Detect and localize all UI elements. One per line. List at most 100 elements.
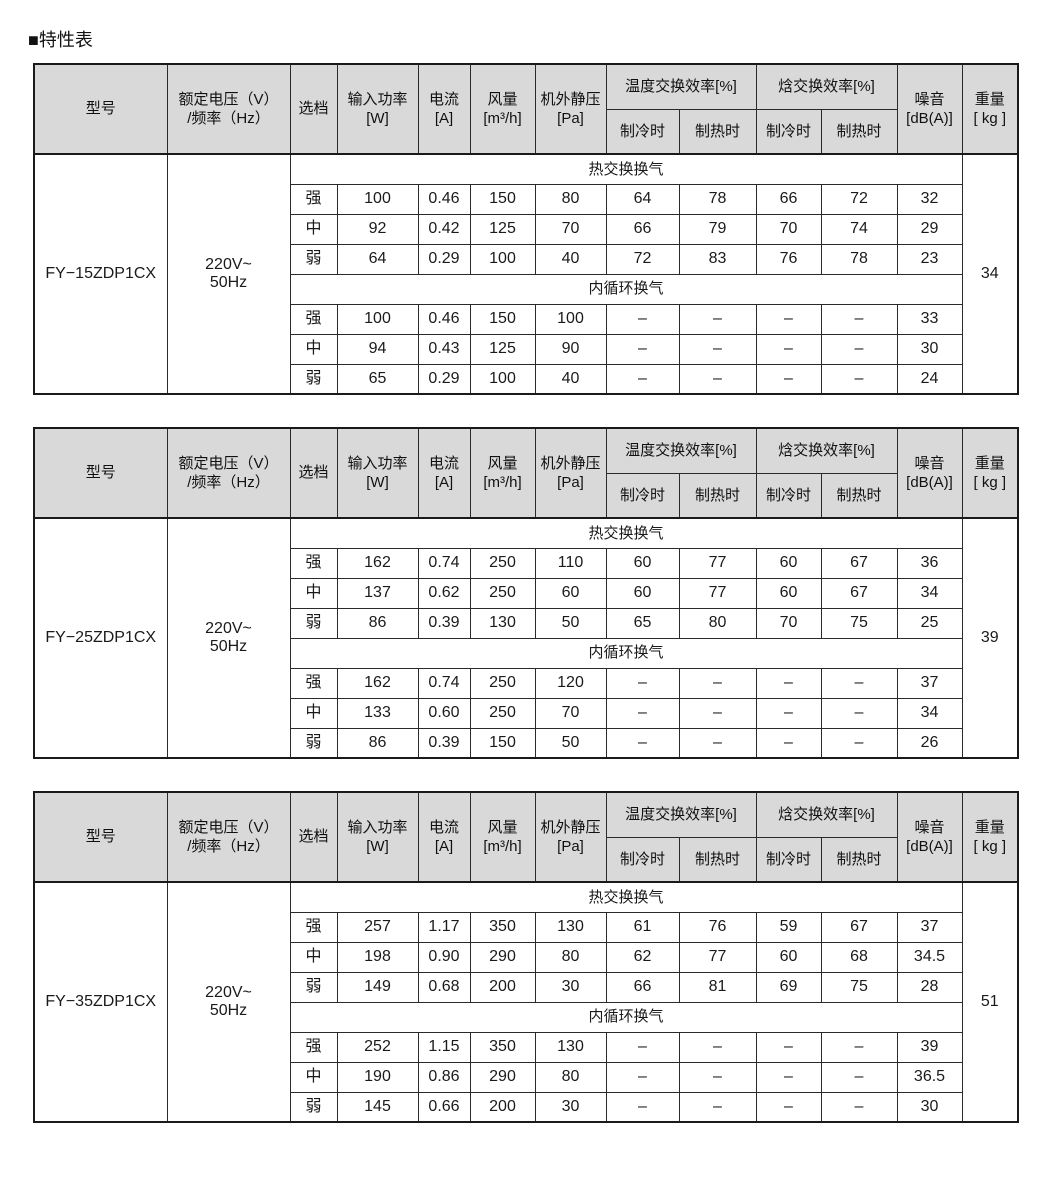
value-cell: 77 bbox=[678, 941, 757, 973]
value-cell: – bbox=[820, 1091, 898, 1123]
col-header-weight: 重量 [ kg ] bbox=[961, 63, 1019, 155]
col-header-model: 型号 bbox=[33, 427, 168, 519]
value-cell: – bbox=[820, 363, 898, 395]
value-cell: 72 bbox=[605, 243, 680, 275]
col-header-gear: 选档 bbox=[289, 63, 338, 155]
value-cell: – bbox=[605, 333, 680, 365]
value-cell: 100 bbox=[534, 303, 607, 335]
col-header-airflow: 风量 [m³/h] bbox=[469, 427, 536, 519]
value-cell: 61 bbox=[605, 911, 680, 943]
col-header-enthalpy-exchange: 焓交换效率[%] bbox=[755, 63, 898, 110]
value-cell: 36 bbox=[896, 547, 963, 579]
value-cell: 150 bbox=[469, 727, 536, 759]
value-cell: 67 bbox=[820, 911, 898, 943]
value-cell: 59 bbox=[755, 911, 822, 943]
value-cell: 70 bbox=[755, 607, 822, 639]
col-header-static-pressure: 机外静压 [Pa] bbox=[534, 427, 607, 519]
value-cell: 60 bbox=[755, 941, 822, 973]
value-cell: 69 bbox=[755, 971, 822, 1003]
col-header-temp-cooling: 制冷时 bbox=[605, 108, 680, 155]
value-cell: – bbox=[605, 727, 680, 759]
value-cell: 145 bbox=[336, 1091, 419, 1123]
value-cell: 66 bbox=[605, 971, 680, 1003]
value-cell: 0.29 bbox=[417, 243, 471, 275]
col-header-temp-exchange: 温度交换效率[%] bbox=[605, 791, 757, 838]
gear-cell: 中 bbox=[289, 1061, 338, 1093]
tables-container: 型号 额定电压（V） /频率（Hz） 选档 输入功率 [W] 电流 [A] 风量 [m³/… bbox=[28, 63, 1064, 1123]
value-cell: 150 bbox=[469, 303, 536, 335]
col-header-airflow: 风量 [m³/h] bbox=[469, 791, 536, 883]
value-cell: – bbox=[678, 667, 757, 699]
value-cell: 30 bbox=[896, 333, 963, 365]
value-cell: – bbox=[678, 1061, 757, 1093]
gear-cell: 强 bbox=[289, 547, 338, 579]
section-header: 热交换换气 bbox=[289, 517, 963, 549]
value-cell: – bbox=[678, 727, 757, 759]
value-cell: 30 bbox=[534, 1091, 607, 1123]
value-cell: 350 bbox=[469, 911, 536, 943]
value-cell: 34 bbox=[896, 697, 963, 729]
value-cell: 40 bbox=[534, 363, 607, 395]
col-header-enthalpy-cooling: 制冷时 bbox=[755, 472, 822, 519]
spec-table: 型号 额定电压（V） /频率（Hz） 选档 输入功率 [W] 电流 [A] 风量 [m³/… bbox=[33, 63, 1019, 395]
voltage-cell: 220V~ 50Hz bbox=[166, 517, 291, 759]
value-cell: – bbox=[755, 667, 822, 699]
value-cell: 81 bbox=[678, 971, 757, 1003]
value-cell: 162 bbox=[336, 667, 419, 699]
value-cell: – bbox=[820, 697, 898, 729]
value-cell: 60 bbox=[605, 547, 680, 579]
value-cell: 65 bbox=[336, 363, 419, 395]
value-cell: – bbox=[755, 1061, 822, 1093]
spec-sheet-page: ■特性表 型号 额定电压（V） /频率（Hz） 选档 输入功率 [W] 电流 [A] 风量… bbox=[28, 30, 1064, 1123]
value-cell: 78 bbox=[820, 243, 898, 275]
value-cell: – bbox=[605, 697, 680, 729]
gear-cell: 弱 bbox=[289, 1091, 338, 1123]
col-header-enthalpy-exchange: 焓交换效率[%] bbox=[755, 427, 898, 474]
value-cell: 50 bbox=[534, 727, 607, 759]
value-cell: 37 bbox=[896, 667, 963, 699]
value-cell: 190 bbox=[336, 1061, 419, 1093]
value-cell: 60 bbox=[534, 577, 607, 609]
value-cell: – bbox=[820, 727, 898, 759]
col-header-weight: 重量 [ kg ] bbox=[961, 791, 1019, 883]
value-cell: 79 bbox=[678, 213, 757, 245]
col-header-voltage: 额定电压（V） /频率（Hz） bbox=[166, 791, 291, 883]
value-cell: 76 bbox=[755, 243, 822, 275]
value-cell: 1.15 bbox=[417, 1031, 471, 1063]
value-cell: – bbox=[820, 667, 898, 699]
gear-cell: 中 bbox=[289, 577, 338, 609]
value-cell: 257 bbox=[336, 911, 419, 943]
gear-cell: 强 bbox=[289, 911, 338, 943]
value-cell: 0.60 bbox=[417, 697, 471, 729]
value-cell: 86 bbox=[336, 607, 419, 639]
col-header-enthalpy-heating: 制热时 bbox=[820, 472, 898, 519]
col-header-temp-heating: 制热时 bbox=[678, 472, 757, 519]
value-cell: – bbox=[820, 333, 898, 365]
col-header-temp-exchange: 温度交换效率[%] bbox=[605, 63, 757, 110]
voltage-cell: 220V~ 50Hz bbox=[166, 881, 291, 1123]
col-header-power: 输入功率 [W] bbox=[336, 63, 419, 155]
value-cell: 0.46 bbox=[417, 183, 471, 215]
value-cell: 60 bbox=[605, 577, 680, 609]
value-cell: 130 bbox=[534, 911, 607, 943]
value-cell: 77 bbox=[678, 547, 757, 579]
spec-table: 型号 额定电压（V） /频率（Hz） 选档 输入功率 [W] 电流 [A] 风量 [m³/… bbox=[33, 791, 1019, 1123]
col-header-enthalpy-cooling: 制冷时 bbox=[755, 836, 822, 883]
value-cell: 0.39 bbox=[417, 607, 471, 639]
col-header-temp-cooling: 制冷时 bbox=[605, 472, 680, 519]
value-cell: 94 bbox=[336, 333, 419, 365]
value-cell: – bbox=[678, 333, 757, 365]
weight-cell: 39 bbox=[961, 517, 1019, 759]
value-cell: – bbox=[820, 1031, 898, 1063]
value-cell: – bbox=[605, 363, 680, 395]
value-cell: – bbox=[755, 727, 822, 759]
value-cell: – bbox=[605, 1031, 680, 1063]
section-header: 热交换换气 bbox=[289, 881, 963, 913]
value-cell: 290 bbox=[469, 1061, 536, 1093]
value-cell: 32 bbox=[896, 183, 963, 215]
voltage-cell: 220V~ 50Hz bbox=[166, 153, 291, 395]
col-header-enthalpy-cooling: 制冷时 bbox=[755, 108, 822, 155]
value-cell: – bbox=[678, 1031, 757, 1063]
col-header-enthalpy-exchange: 焓交换效率[%] bbox=[755, 791, 898, 838]
spec-table: 型号 额定电压（V） /频率（Hz） 选档 输入功率 [W] 电流 [A] 风量 [m³/… bbox=[33, 427, 1019, 759]
